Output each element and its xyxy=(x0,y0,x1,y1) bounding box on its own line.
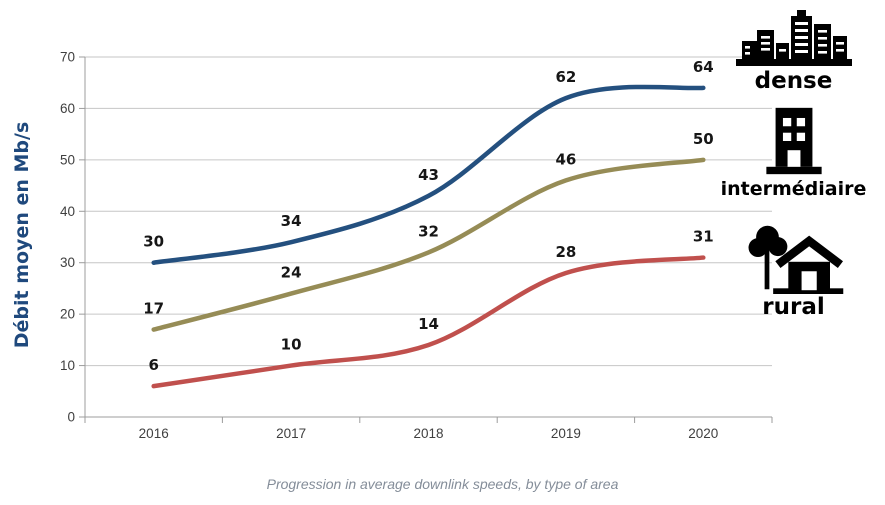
legend-item-intermediaire: intermédiaire xyxy=(702,106,885,202)
chart-caption: Progression in average downlink speeds, … xyxy=(266,476,619,492)
legend-label-rural: rural xyxy=(762,294,825,320)
legend-item-rural: rural xyxy=(702,222,885,320)
y-tick-labels: 0 10 20 30 40 50 60 70 xyxy=(60,50,75,425)
svg-text:14: 14 xyxy=(418,315,439,333)
legend-label-intermediaire: intermédiaire xyxy=(720,178,867,200)
series-line-dense xyxy=(151,84,706,265)
svg-text:6: 6 xyxy=(148,356,158,374)
legend-item-dense: dense xyxy=(702,6,885,94)
svg-text:0: 0 xyxy=(67,410,75,425)
series-data-labels-intermédiaire: 17 24 32 46 50 xyxy=(143,130,713,318)
svg-text:70: 70 xyxy=(60,50,75,65)
series-line-rural xyxy=(151,255,706,389)
svg-text:43: 43 xyxy=(418,166,439,184)
svg-text:10: 10 xyxy=(281,336,302,354)
svg-text:30: 30 xyxy=(143,233,164,251)
line-chart-plot: 0 10 20 30 40 50 60 70 2016 2017 2018 2019 2020 30 34 4… xyxy=(60,50,773,441)
gridlines xyxy=(85,56,772,367)
house-and-tree-icon xyxy=(748,225,843,294)
svg-text:32: 32 xyxy=(418,222,439,240)
series-data-labels-dense: 30 34 43 62 64 xyxy=(143,58,713,251)
svg-text:50: 50 xyxy=(60,152,75,167)
svg-text:50: 50 xyxy=(693,130,714,148)
svg-text:24: 24 xyxy=(281,264,302,282)
svg-text:31: 31 xyxy=(693,228,714,246)
svg-text:2020: 2020 xyxy=(688,426,718,441)
legend-label-dense: dense xyxy=(754,68,833,94)
svg-text:62: 62 xyxy=(555,68,576,86)
city-skyline-icon xyxy=(735,10,852,66)
svg-text:40: 40 xyxy=(60,204,75,219)
svg-text:2017: 2017 xyxy=(276,426,306,441)
svg-text:2016: 2016 xyxy=(139,426,169,441)
svg-text:30: 30 xyxy=(60,255,75,270)
svg-text:64: 64 xyxy=(693,58,714,76)
svg-text:46: 46 xyxy=(555,150,576,168)
svg-text:20: 20 xyxy=(60,307,75,322)
x-tick-labels: 2016 2017 2018 2019 2020 xyxy=(139,426,719,441)
svg-text:2019: 2019 xyxy=(551,426,581,441)
svg-text:10: 10 xyxy=(60,358,75,373)
series-line-intermédiaire xyxy=(151,157,706,332)
svg-text:17: 17 xyxy=(143,300,164,318)
axes xyxy=(79,56,773,423)
svg-text:2018: 2018 xyxy=(413,426,443,441)
legend: dense intermédiaire xyxy=(702,0,885,340)
series-data-labels-rural: 6 10 14 28 31 xyxy=(148,228,713,375)
svg-text:28: 28 xyxy=(555,243,576,261)
svg-text:60: 60 xyxy=(60,101,75,116)
apartment-building-icon xyxy=(765,107,822,175)
svg-text:34: 34 xyxy=(281,212,302,230)
